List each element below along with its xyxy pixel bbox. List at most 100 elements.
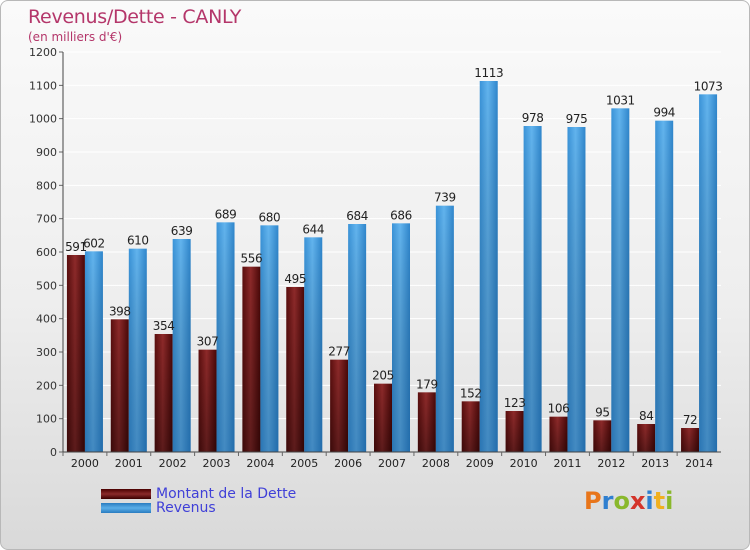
data-label-revenue: 639: [171, 224, 193, 238]
bar-debt-shade: [66, 255, 85, 452]
data-label-debt: 307: [197, 335, 219, 349]
data-label-revenue: 739: [434, 191, 456, 205]
logo-letter: r: [601, 487, 614, 515]
y-tick-label: 400: [36, 313, 57, 326]
x-tick-label: 2002: [159, 457, 187, 470]
proxiti-logo: Proxiti: [584, 487, 673, 515]
data-label-debt: 106: [548, 402, 570, 416]
y-tick-label: 100: [36, 413, 57, 426]
y-tick-label: 1100: [29, 79, 57, 92]
bar-revenue-shade: [435, 205, 454, 452]
legend-label-debt: Montant de la Dette: [156, 486, 297, 502]
data-label-debt: 72: [683, 413, 697, 427]
x-tick-label: 2001: [115, 457, 143, 470]
data-label-revenue: 994: [653, 106, 675, 120]
bar-debt-shade: [330, 359, 349, 452]
bar-debt-shade: [549, 416, 568, 452]
bar-debt-shade: [417, 392, 436, 452]
logo-letter: x: [629, 487, 646, 515]
bar-revenue-shade: [128, 248, 147, 452]
bar-revenue-shade: [567, 127, 586, 452]
bar-debt-shade: [110, 319, 129, 452]
bar-revenue-shade: [216, 222, 235, 452]
data-label-debt: 556: [241, 252, 263, 266]
y-tick-label: 0: [50, 446, 57, 459]
bar-revenue-shade: [84, 251, 103, 452]
logo-letter: o: [613, 487, 630, 515]
y-tick-label: 500: [36, 279, 57, 292]
bar-debt-shade: [637, 424, 656, 452]
logo-letter: i: [645, 487, 654, 515]
axis-layer: 0 100 200 300 400 500 600 700 800 900 1000 1100 1200…: [29, 46, 721, 470]
x-tick-label: 2007: [378, 457, 406, 470]
x-tick-label: 2012: [597, 457, 625, 470]
data-label-debt: 495: [284, 272, 306, 286]
bar-revenue-shade: [699, 94, 718, 452]
bar-debt-shade: [286, 287, 305, 452]
bar-revenue-shade: [523, 126, 542, 452]
bar-debt-shade: [461, 401, 480, 452]
chart-title: Revenus/Dette - CANLY: [28, 6, 242, 28]
bar-debt-shade: [505, 411, 524, 452]
x-tick-label: 2003: [203, 457, 231, 470]
x-tick-label: 2014: [685, 457, 713, 470]
legend-swatch-debt: [101, 489, 151, 499]
bar-revenue-shade: [260, 225, 279, 452]
bar-debt-shade: [242, 266, 261, 452]
data-label-debt: 152: [460, 386, 482, 400]
y-tick-label: 300: [36, 346, 57, 359]
y-tick-label: 800: [36, 179, 57, 192]
y-tick-label: 1000: [29, 113, 57, 126]
data-label-revenue: 644: [302, 222, 324, 236]
y-tick-label: 200: [36, 379, 57, 392]
legend-swatch-revenue: [101, 503, 151, 513]
x-tick-label: 2010: [510, 457, 538, 470]
bar-revenue-shade: [348, 224, 367, 452]
bar-revenue-shade: [479, 81, 498, 452]
data-label-revenue: 610: [127, 234, 149, 248]
bar-revenue-shade: [304, 237, 323, 452]
data-label-debt: 277: [328, 345, 350, 359]
data-label-revenue: 1031: [606, 93, 635, 107]
data-label-revenue: 978: [522, 111, 544, 125]
x-tick-label: 2000: [71, 457, 99, 470]
bar-debt-shade: [374, 383, 392, 452]
data-label-revenue: 975: [566, 112, 588, 126]
chart-subtitle: (en milliers d'€): [28, 30, 123, 44]
bar-debt-shade: [154, 334, 173, 452]
bar-revenue-shade: [655, 120, 674, 453]
data-label-debt: 398: [109, 304, 131, 318]
data-label-debt: 354: [153, 319, 175, 333]
data-label-revenue: 684: [346, 209, 368, 223]
bar-revenue-shade: [172, 239, 191, 452]
data-label-debt: 95: [595, 405, 609, 419]
x-tick-label: 2004: [246, 457, 274, 470]
data-label-debt: 84: [639, 409, 653, 423]
y-tick-label: 900: [36, 146, 57, 159]
data-label-debt: 123: [504, 396, 526, 410]
bar-debt-shade: [593, 420, 612, 452]
logo-letter: P: [584, 487, 602, 515]
bar-debt-shade: [198, 349, 217, 452]
y-tick-label: 700: [36, 213, 57, 226]
bar-revenue-shade: [611, 108, 630, 452]
x-tick-label: 2013: [641, 457, 669, 470]
x-tick-label: 2011: [553, 457, 581, 470]
data-label-revenue: 1073: [694, 79, 723, 93]
x-tick-label: 2006: [334, 457, 362, 470]
data-label-revenue: 602: [83, 236, 105, 250]
legend-label-revenue: Revenus: [156, 500, 216, 516]
data-label-revenue: 1113: [474, 66, 503, 80]
logo-letter: i: [665, 487, 674, 515]
bar-revenue-shade: [392, 223, 410, 452]
bars-layer: [66, 81, 718, 453]
y-tick-label: 1200: [29, 46, 57, 59]
x-tick-label: 2008: [422, 457, 450, 470]
logo-letter: t: [653, 487, 666, 515]
data-label-revenue: 680: [259, 210, 281, 224]
data-label-debt: 179: [416, 377, 438, 391]
data-label-debt: 205: [372, 369, 394, 383]
